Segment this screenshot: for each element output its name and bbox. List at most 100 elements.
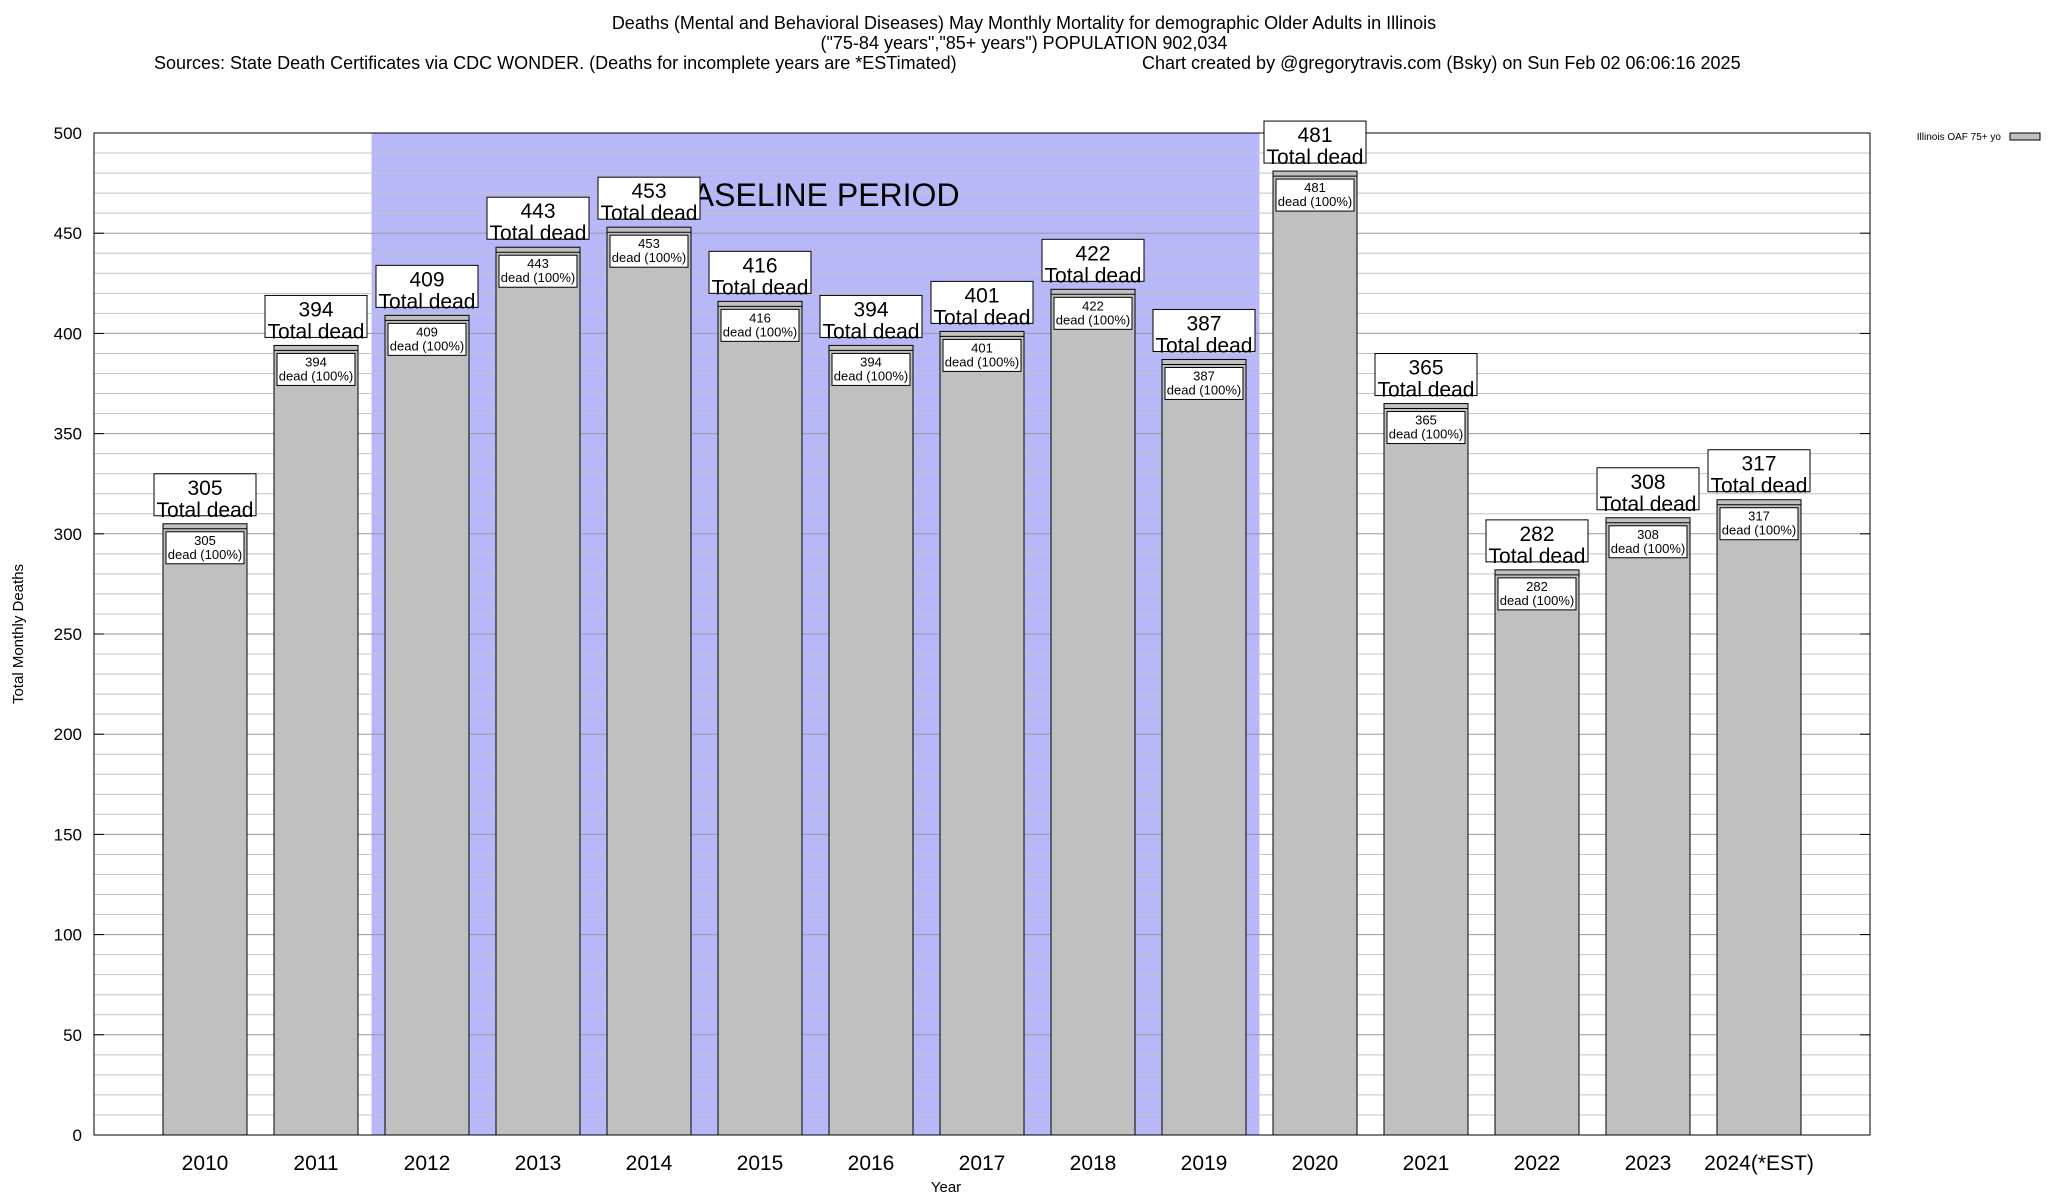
total-data-label-box: [486, 196, 590, 240]
x-tick-label: 2014: [626, 1152, 673, 1175]
total-data-label-caption: Total dead: [490, 222, 587, 245]
total-data-label-value: 443: [520, 200, 555, 223]
total-data-label-value: 365: [1408, 357, 1443, 380]
x-tick-label: 2021: [1403, 1152, 1450, 1175]
chart-title-line-2: ("75-84 years","85+ years") POPULATION 9…: [820, 33, 1228, 53]
inner-data-label-caption: dead (100%): [945, 354, 1019, 369]
total-data-label-value: 453: [631, 180, 666, 203]
y-tick-label: 0: [73, 1126, 82, 1145]
inner-data-label-caption: dead (100%): [1722, 523, 1796, 538]
total-data-label-box: [1152, 308, 1256, 352]
inner-data-label-value: 305: [194, 533, 216, 548]
total-data-label-value: 416: [742, 254, 777, 277]
bar-2016: [828, 344, 914, 1136]
total-data-label-caption: Total dead: [1489, 545, 1586, 568]
inner-data-label-value: 308: [1637, 527, 1659, 542]
total-data-label-caption: Total dead: [157, 499, 254, 522]
inner-data-label-caption: dead (100%): [1167, 382, 1241, 397]
inner-data-label-box: [1497, 577, 1577, 611]
y-tick-label: 450: [54, 224, 82, 243]
bar-2023: [1605, 517, 1691, 1136]
inner-data-label-value: 416: [749, 310, 771, 325]
inner-data-label-caption: dead (100%): [1611, 541, 1685, 556]
inner-data-label-caption: dead (100%): [723, 324, 797, 339]
y-tick-label: 200: [54, 725, 82, 744]
total-data-label-value: 394: [853, 298, 888, 321]
total-data-label-value: 282: [1519, 523, 1554, 546]
y-tick-label: 500: [54, 124, 82, 143]
x-tick-label: 2010: [182, 1152, 229, 1175]
inner-data-label-value: 394: [305, 354, 327, 369]
baseline-period-label: BASELINE PERIOD: [671, 177, 959, 213]
bar-2019: [1161, 358, 1247, 1136]
inner-data-label-box: [498, 254, 578, 288]
x-tick-label: 2019: [1181, 1152, 1228, 1175]
inner-data-label-caption: dead (100%): [168, 547, 242, 562]
total-data-label-caption: Total dead: [601, 202, 698, 225]
x-tick-label: 2017: [959, 1152, 1006, 1175]
inner-data-label-value: 443: [527, 256, 549, 271]
inner-data-label-box: [165, 531, 245, 565]
inner-data-label-value: 409: [416, 324, 438, 339]
inner-data-label-value: 394: [860, 354, 882, 369]
x-tick-label: 2020: [1292, 1152, 1339, 1175]
total-data-label-caption: Total dead: [1156, 334, 1253, 357]
legend: Illinois OAF 75+ yo: [1917, 132, 2041, 143]
inner-data-label-box: [1275, 178, 1355, 212]
inner-data-label-box: [387, 322, 467, 356]
inner-data-label-value: 317: [1748, 509, 1770, 524]
y-axis: 0 50 100 150 200 250 300 350 400 450 500: [54, 124, 1870, 1145]
total-data-label-value: 422: [1075, 242, 1110, 265]
inner-data-label-box: [609, 234, 689, 268]
bar-2013: [495, 246, 581, 1136]
inner-data-label-value: 481: [1304, 180, 1326, 195]
chart-title-line-1: Deaths (Mental and Behavioral Diseases) …: [611, 13, 1437, 33]
inner-data-label-caption: dead (100%): [1500, 593, 1574, 608]
inner-data-label-box: [1608, 525, 1688, 559]
total-data-label-box: [1485, 519, 1589, 563]
bar-2022: [1494, 569, 1580, 1136]
y-tick-label: 250: [54, 625, 82, 644]
total-data-label-caption: Total dead: [1711, 475, 1808, 498]
total-data-label-caption: Total dead: [823, 320, 920, 343]
x-tick-label: 2015: [737, 1152, 784, 1175]
inner-data-label-caption: dead (100%): [1278, 194, 1352, 209]
legend-swatch: [2009, 132, 2041, 141]
total-data-label-box: [375, 264, 479, 308]
x-tick-label: 2018: [1070, 1152, 1117, 1175]
chart-credit: Chart created by @gregorytravis.com (Bsk…: [1142, 53, 1741, 73]
total-data-label-box: [819, 294, 923, 338]
inner-data-label-box: [720, 308, 800, 342]
sources-note: Sources: State Death Certificates via CD…: [154, 53, 957, 73]
bar-2017: [939, 330, 1025, 1136]
inner-data-label-value: 387: [1193, 368, 1215, 383]
total-data-label-box: [1041, 238, 1145, 282]
inner-data-label-box: [1053, 296, 1133, 330]
total-data-label-box: [930, 280, 1034, 324]
bar-2012: [384, 314, 470, 1136]
bar-2015: [717, 300, 803, 1136]
total-data-label-value: 317: [1741, 453, 1776, 476]
x-tick-label: 2022: [1514, 1152, 1561, 1175]
inner-data-label-caption: dead (100%): [501, 270, 575, 285]
total-data-label-caption: Total dead: [1045, 264, 1142, 287]
inner-data-label-value: 282: [1526, 579, 1548, 594]
inner-data-label-box: [942, 338, 1022, 372]
